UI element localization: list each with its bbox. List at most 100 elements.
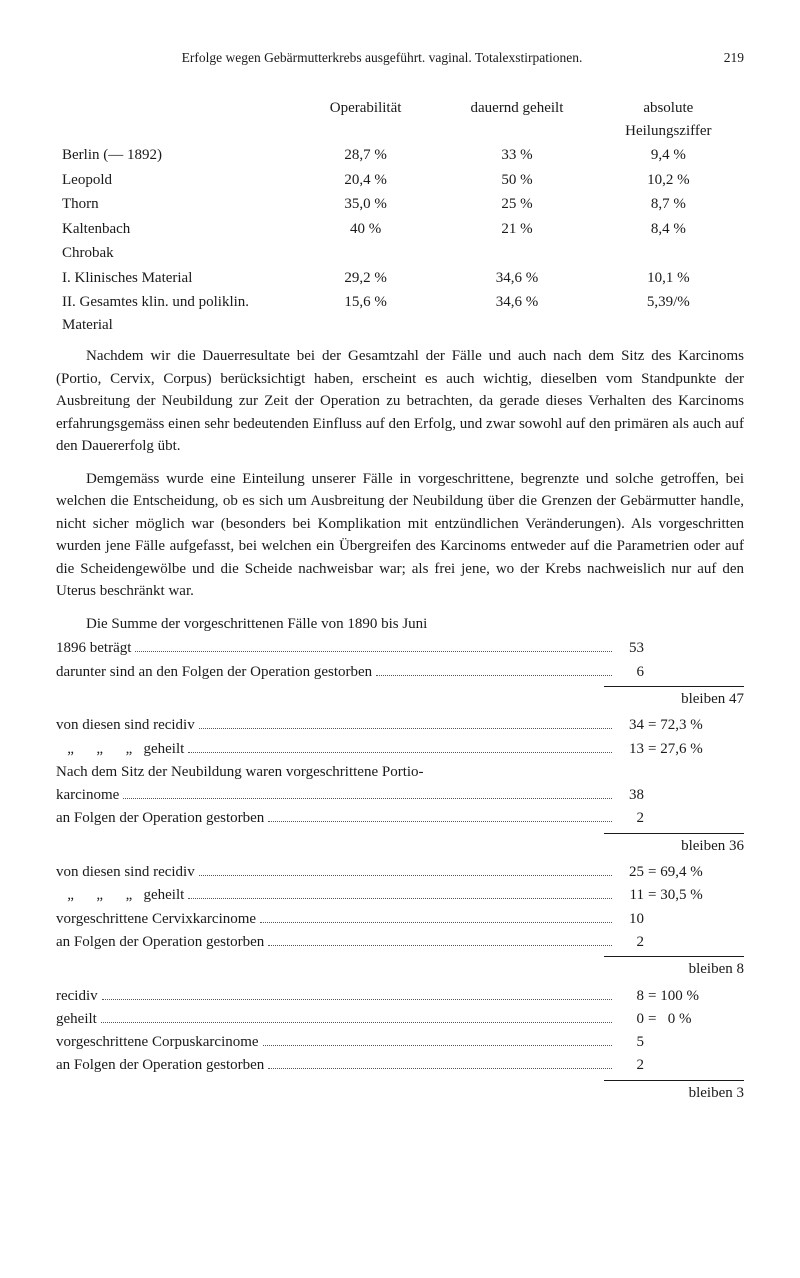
running-title: Erfolge wegen Gebärmutterkrebs ausgeführ… [56,48,708,68]
stats-line: an Folgen der Operation gestorben2 [56,807,744,830]
stats-extra: = 69,4 % [648,861,744,884]
stats-value: 11 [616,884,644,907]
table-cell: 20,4 % [290,168,441,193]
stats-line: „ „ „ geheilt13= 27,6 % [56,738,744,761]
table-cell: Kaltenbach [56,217,290,242]
stats-value: 2 [616,931,644,954]
stats-value: 0 [616,1008,644,1031]
leader-dots [268,811,612,823]
subtotal: bleiben 36 [56,833,744,858]
leader-dots [268,934,612,946]
stats-value: 34 [616,714,644,737]
stats-label: von diesen sind recidiv [56,861,195,884]
stats-extra: = 0 % [648,1008,744,1031]
stats-value: 5 [616,1031,644,1054]
stats-value: 38 [616,784,644,807]
table-row: Kaltenbach40 %21 %8,4 % [56,217,744,242]
stats-label: recidiv [56,985,98,1008]
table-cell: 10,2 % [593,168,744,193]
leader-dots [135,641,612,653]
stats-value: 2 [616,1054,644,1077]
table-cell [441,241,592,266]
table-cell: 9,4 % [593,143,744,168]
stats-line: darunter sind an den Folgen der Operatio… [56,661,744,684]
leader-dots [101,1011,612,1023]
leader-dots [260,911,612,923]
stats-extra: = 30,5 % [648,884,744,907]
stats-line: von diesen sind recidiv 34= 72,3 % [56,714,744,737]
table-cell: 8,7 % [593,192,744,217]
table-cell: 25 % [441,192,592,217]
table-cell: Chrobak [56,241,290,266]
stats-label: 1896 beträgt [56,637,131,660]
leader-dots [199,865,612,877]
leader-dots [268,1058,612,1070]
table-header-cell: absolute Heilungsziffer [593,96,744,143]
stats-extra: = 72,3 % [648,714,744,737]
subtotal: bleiben 3 [56,1080,744,1105]
stats-line: 1896 beträgt 53 [56,637,744,660]
table-cell: 35,0 % [290,192,441,217]
subtotal-value: bleiben 47 [604,686,744,711]
stats-line: vorgeschrittene Corpuskarcinome 5 [56,1031,744,1054]
stats-extra: = 100 % [648,985,744,1008]
table-cell: 34,6 % [441,290,592,337]
table-cell [290,241,441,266]
table-cell: Berlin (— 1892) [56,143,290,168]
stats-value: 53 [616,637,644,660]
table-header-row: Operabilität dauernd geheilt absolute He… [56,96,744,143]
table-cell: 50 % [441,168,592,193]
leader-dots [376,664,612,676]
stats-intro: Die Summe der vorgeschrittenen Fälle von… [56,613,744,636]
table-cell: 21 % [441,217,592,242]
table-cell: 29,2 % [290,266,441,291]
leader-dots [188,888,612,900]
subtotal-value: bleiben 8 [604,956,744,981]
stats-value: 6 [616,661,644,684]
table-row: Thorn35,0 %25 %8,7 % [56,192,744,217]
table-row: Leopold20,4 %50 %10,2 % [56,168,744,193]
stats-label: von diesen sind recidiv [56,714,195,737]
table-cell: 40 % [290,217,441,242]
table-cell: Thorn [56,192,290,217]
stats-label: vorgeschrittene Cervixkarcinome [56,908,256,931]
stats-line: „ „ „ geheilt 11= 30,5 % [56,884,744,907]
stats-line: Nach dem Sitz der Neubildung waren vorge… [56,761,744,784]
results-table: Operabilität dauernd geheilt absolute He… [56,96,744,337]
stats-label: vorgeschrittene Corpuskarcinome [56,1031,259,1054]
table-cell: 5,39/% [593,290,744,337]
subtotal: bleiben 8 [56,956,744,981]
stats-line: karcinome38 [56,784,744,807]
stats-value: 25 [616,861,644,884]
stats-line: an Folgen der Operation gestorben2 [56,931,744,954]
table-cell: 15,6 % [290,290,441,337]
stats-line: geheilt 0= 0 % [56,1008,744,1031]
page-number: 219 [708,48,744,68]
stats-label: geheilt [56,1008,97,1031]
paragraph: Demgemäss wurde eine Einteilung unserer … [56,468,744,603]
table-row: I. Klinisches Material29,2 %34,6 %10,1 % [56,266,744,291]
stats-line: recidiv8= 100 % [56,985,744,1008]
subtotal: bleiben 47 [56,686,744,711]
subtotal-value: bleiben 36 [604,833,744,858]
stats-label: „ „ „ geheilt [56,884,184,907]
leader-dots [123,788,612,800]
table-header-cell [56,96,290,143]
stats-label: „ „ „ geheilt [56,738,184,761]
table-header-cell: Operabilität [290,96,441,143]
subtotal-value: bleiben 3 [604,1080,744,1105]
paragraph: Nachdem wir die Dauerresultate bei der G… [56,345,744,458]
table-row: Chrobak [56,241,744,266]
table-cell: Leopold [56,168,290,193]
table-cell: II. Gesamtes klin. und poliklin. Materia… [56,290,290,337]
stats-line: an Folgen der Operation gestorben 2 [56,1054,744,1077]
table-cell: 33 % [441,143,592,168]
leader-dots [199,718,612,730]
table-cell: 34,6 % [441,266,592,291]
leader-dots [102,988,612,1000]
leader-dots [188,741,612,753]
stats-label: an Folgen der Operation gestorben [56,1054,264,1077]
stats-line: von diesen sind recidiv 25= 69,4 % [56,861,744,884]
table-header-cell: dauernd geheilt [441,96,592,143]
stats-value: 10 [616,908,644,931]
